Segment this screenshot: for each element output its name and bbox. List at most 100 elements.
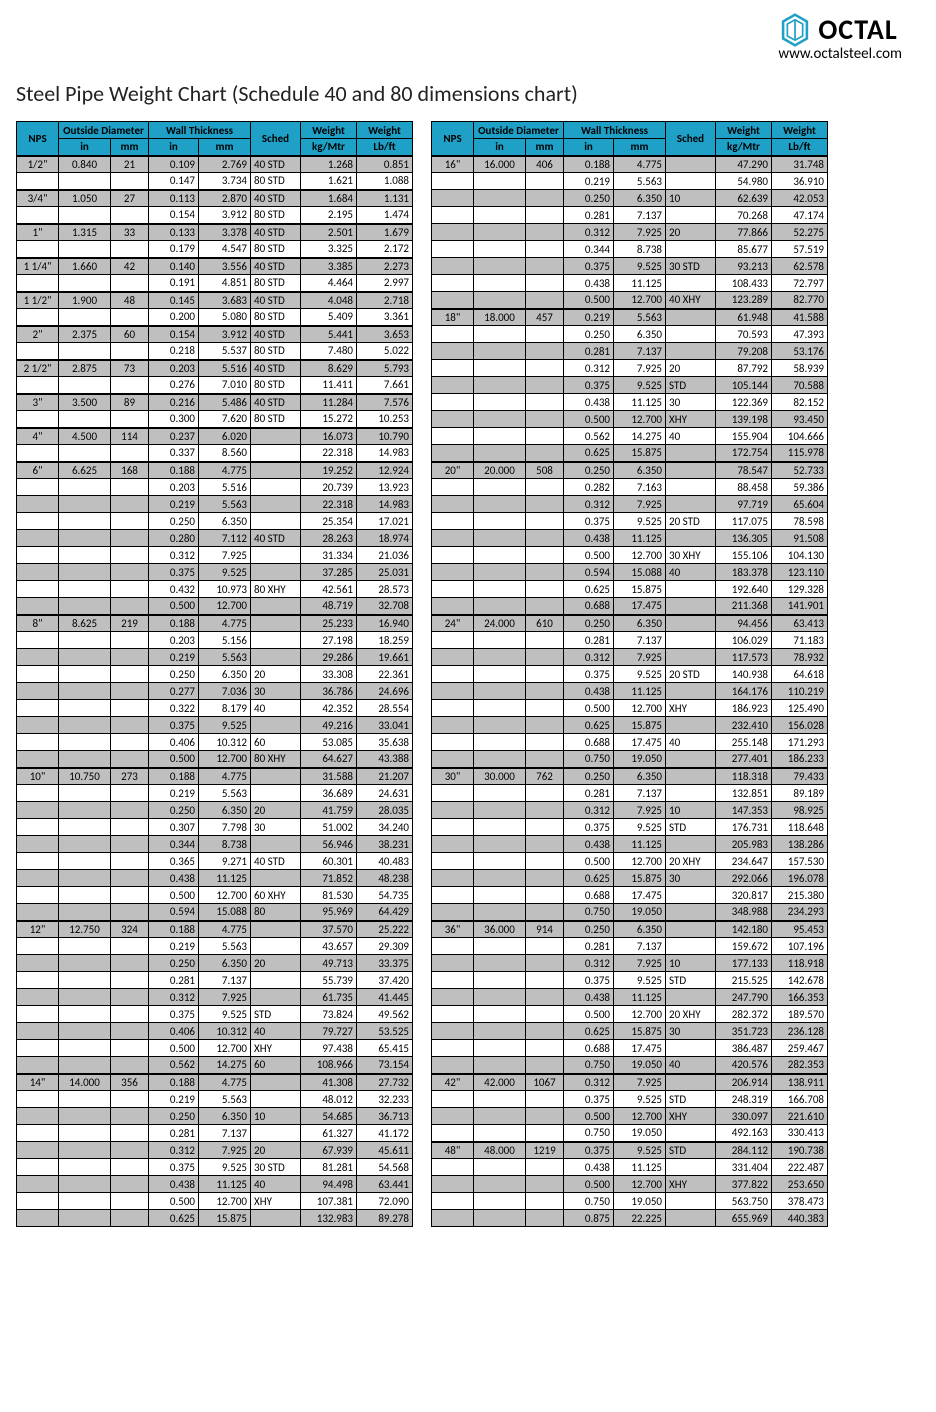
cell-wt-mm: 2.769 [199, 156, 251, 173]
cell-wt-in: 0.250 [564, 615, 614, 632]
cell-wt-mm: 3.556 [199, 258, 251, 275]
cell-wt-in: 0.500 [564, 547, 614, 564]
cell-wt-in: 0.688 [564, 734, 614, 751]
cell-od-mm [111, 751, 149, 768]
cell-sched [251, 717, 301, 734]
cell-wt-in: 0.147 [149, 173, 199, 190]
cell-sched: 40 STD [251, 360, 301, 377]
cell-wt-mm: 7.925 [614, 496, 666, 513]
cell-wt-mm: 10.312 [199, 734, 251, 751]
table-row: 4" 4.500 114 0.237 6.020 16.073 10.790 [17, 428, 413, 445]
table-row: 20" 20.000 508 0.250 6.350 78.547 52.733 [432, 462, 828, 479]
cell-nps: 8" [17, 615, 59, 632]
cell-nps [432, 241, 474, 258]
cell-kg: 5.409 [301, 309, 357, 326]
cell-sched [251, 768, 301, 785]
cell-od-in [474, 1057, 526, 1074]
table-row: 0.375 9.525 STD 176.731 118.648 [432, 819, 828, 836]
cell-od-in [59, 173, 111, 190]
cell-lb: 64.618 [772, 666, 828, 683]
col-od-mm: mm [111, 139, 149, 156]
cell-lb: 13.923 [357, 479, 413, 496]
cell-wt-mm: 9.525 [614, 377, 666, 394]
col-weight-lb: Weight [357, 122, 413, 139]
cell-kg: 25.354 [301, 513, 357, 530]
cell-od-mm [526, 1125, 564, 1142]
cell-wt-in: 0.375 [564, 377, 614, 394]
cell-sched [666, 938, 716, 955]
cell-nps [17, 734, 59, 751]
cell-nps: 16" [432, 156, 474, 173]
cell-od-mm: 60 [111, 326, 149, 343]
cell-nps [432, 598, 474, 615]
cell-wt-mm: 6.350 [614, 462, 666, 479]
cell-od-mm: 356 [111, 1074, 149, 1091]
cell-nps: 12" [17, 921, 59, 938]
cell-wt-in: 0.219 [149, 1091, 199, 1108]
cell-kg: 27.198 [301, 632, 357, 649]
cell-nps [432, 173, 474, 190]
cell-lb: 65.415 [357, 1040, 413, 1057]
cell-od-in [474, 326, 526, 343]
cell-kg: 60.301 [301, 853, 357, 870]
cell-od-in [474, 428, 526, 445]
cell-kg: 108.966 [301, 1057, 357, 1074]
cell-kg: 16.073 [301, 428, 357, 445]
cell-kg: 33.308 [301, 666, 357, 683]
cell-kg: 122.369 [716, 394, 772, 411]
cell-wt-in: 0.500 [149, 1040, 199, 1057]
cell-kg: 8.629 [301, 360, 357, 377]
cell-od-in: 1.660 [59, 258, 111, 275]
cell-od-in [474, 853, 526, 870]
cell-lb: 253.650 [772, 1176, 828, 1193]
table-row: 0.147 3.734 80 STD 1.621 1.088 [17, 173, 413, 190]
cell-lb: 2.718 [357, 292, 413, 309]
cell-od-mm [526, 1210, 564, 1227]
cell-wt-in: 0.625 [564, 717, 614, 734]
cell-lb: 2.273 [357, 258, 413, 275]
cell-od-mm [111, 853, 149, 870]
cell-lb: 52.275 [772, 224, 828, 241]
cell-nps [17, 377, 59, 394]
cell-kg: 94.498 [301, 1176, 357, 1193]
cell-wt-in: 0.188 [149, 768, 199, 785]
cell-kg: 106.029 [716, 632, 772, 649]
table-row: 0.500 12.700 XHY 107.381 72.090 [17, 1193, 413, 1210]
cell-nps [17, 904, 59, 921]
cell-wt-mm: 12.700 [614, 700, 666, 717]
cell-sched: 60 XHY [251, 887, 301, 904]
cell-nps [17, 955, 59, 972]
cell-wt-in: 0.688 [564, 887, 614, 904]
cell-sched [666, 1125, 716, 1142]
cell-od-in [59, 887, 111, 904]
cell-kg: 95.969 [301, 904, 357, 921]
cell-od-in [59, 972, 111, 989]
cell-od-mm: 73 [111, 360, 149, 377]
cell-kg: 15.272 [301, 411, 357, 428]
table-row: 0.438 11.125 30 122.369 82.152 [432, 394, 828, 411]
cell-nps [17, 632, 59, 649]
cell-wt-mm: 7.010 [199, 377, 251, 394]
cell-sched [666, 530, 716, 547]
cell-wt-mm: 12.700 [199, 1040, 251, 1057]
cell-od-mm [526, 1159, 564, 1176]
cell-lb: 33.375 [357, 955, 413, 972]
cell-wt-mm: 11.125 [614, 275, 666, 292]
cell-od-mm [526, 343, 564, 360]
cell-lb: 118.918 [772, 955, 828, 972]
cell-sched [666, 326, 716, 343]
cell-od-in [474, 870, 526, 887]
brand-block: OCTAL www.octalsteel.com [778, 12, 902, 63]
cell-od-mm [526, 904, 564, 921]
cell-nps [17, 1210, 59, 1227]
table-row: 0.312 7.925 61.735 41.445 [17, 989, 413, 1006]
cell-wt-mm: 17.475 [614, 887, 666, 904]
cell-wt-mm: 11.125 [614, 1159, 666, 1176]
brand-name: OCTAL [818, 12, 897, 47]
cell-wt-in: 0.750 [564, 751, 614, 768]
table-row: 0.438 11.125 164.176 110.219 [432, 683, 828, 700]
cell-wt-in: 0.500 [564, 1006, 614, 1023]
cell-kg: 55.739 [301, 972, 357, 989]
cell-wt-mm: 5.516 [199, 479, 251, 496]
table-row: 0.625 15.875 132.983 89.278 [17, 1210, 413, 1227]
